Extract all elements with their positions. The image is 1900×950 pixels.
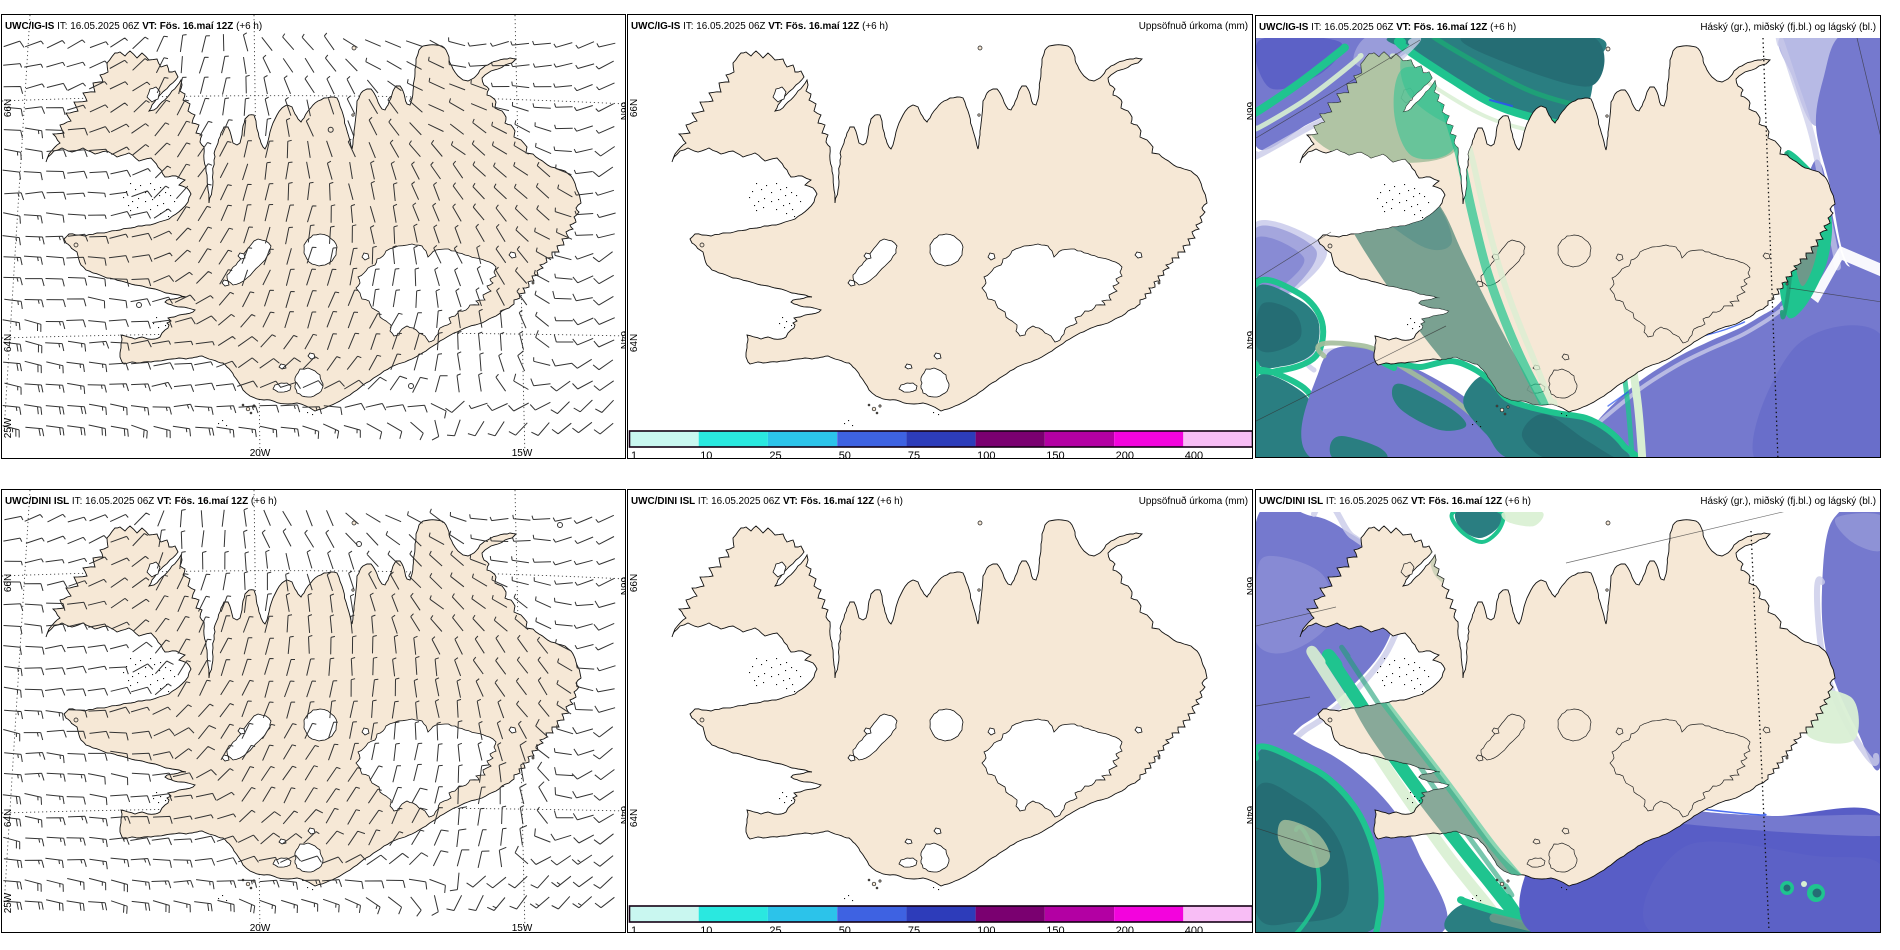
svg-text:64N: 64N (618, 331, 626, 349)
svg-text:20W: 20W (250, 448, 271, 459)
svg-text:100: 100 (977, 925, 995, 933)
svg-text:25W: 25W (3, 417, 14, 438)
svg-text:66N: 66N (629, 99, 640, 117)
svg-text:66N: 66N (618, 102, 626, 120)
svg-text:66N: 66N (1244, 577, 1253, 595)
svg-text:50: 50 (839, 450, 851, 459)
svg-text:1: 1 (631, 450, 637, 459)
svg-text:100: 100 (977, 450, 995, 459)
svg-text:64N: 64N (3, 334, 14, 352)
svg-text:25: 25 (769, 450, 781, 459)
svg-text:200: 200 (1116, 450, 1134, 459)
svg-text:64N: 64N (629, 809, 640, 827)
svg-text:64N: 64N (1244, 331, 1253, 349)
svg-text:150: 150 (1046, 450, 1064, 459)
svg-text:200: 200 (1116, 925, 1134, 933)
svg-text:66N: 66N (618, 577, 626, 595)
svg-text:75: 75 (908, 925, 920, 933)
svg-text:150: 150 (1046, 925, 1064, 933)
svg-text:25: 25 (769, 925, 781, 933)
svg-text:64N: 64N (629, 334, 640, 352)
svg-text:15W: 15W (512, 923, 533, 933)
svg-text:25W: 25W (3, 892, 14, 913)
svg-text:66N: 66N (3, 574, 14, 592)
svg-text:50: 50 (839, 925, 851, 933)
svg-text:15W: 15W (512, 448, 533, 459)
svg-text:66N: 66N (3, 99, 14, 117)
svg-text:64N: 64N (618, 806, 626, 824)
svg-text:10: 10 (700, 450, 712, 459)
svg-text:20W: 20W (250, 923, 271, 933)
svg-text:400: 400 (1185, 925, 1203, 933)
svg-text:400: 400 (1185, 450, 1203, 459)
svg-text:10: 10 (700, 925, 712, 933)
svg-text:1: 1 (631, 925, 637, 933)
svg-text:64N: 64N (3, 809, 14, 827)
svg-text:66N: 66N (629, 574, 640, 592)
svg-text:64N: 64N (1244, 806, 1253, 824)
svg-text:66N: 66N (1244, 102, 1253, 120)
svg-text:75: 75 (908, 450, 920, 459)
